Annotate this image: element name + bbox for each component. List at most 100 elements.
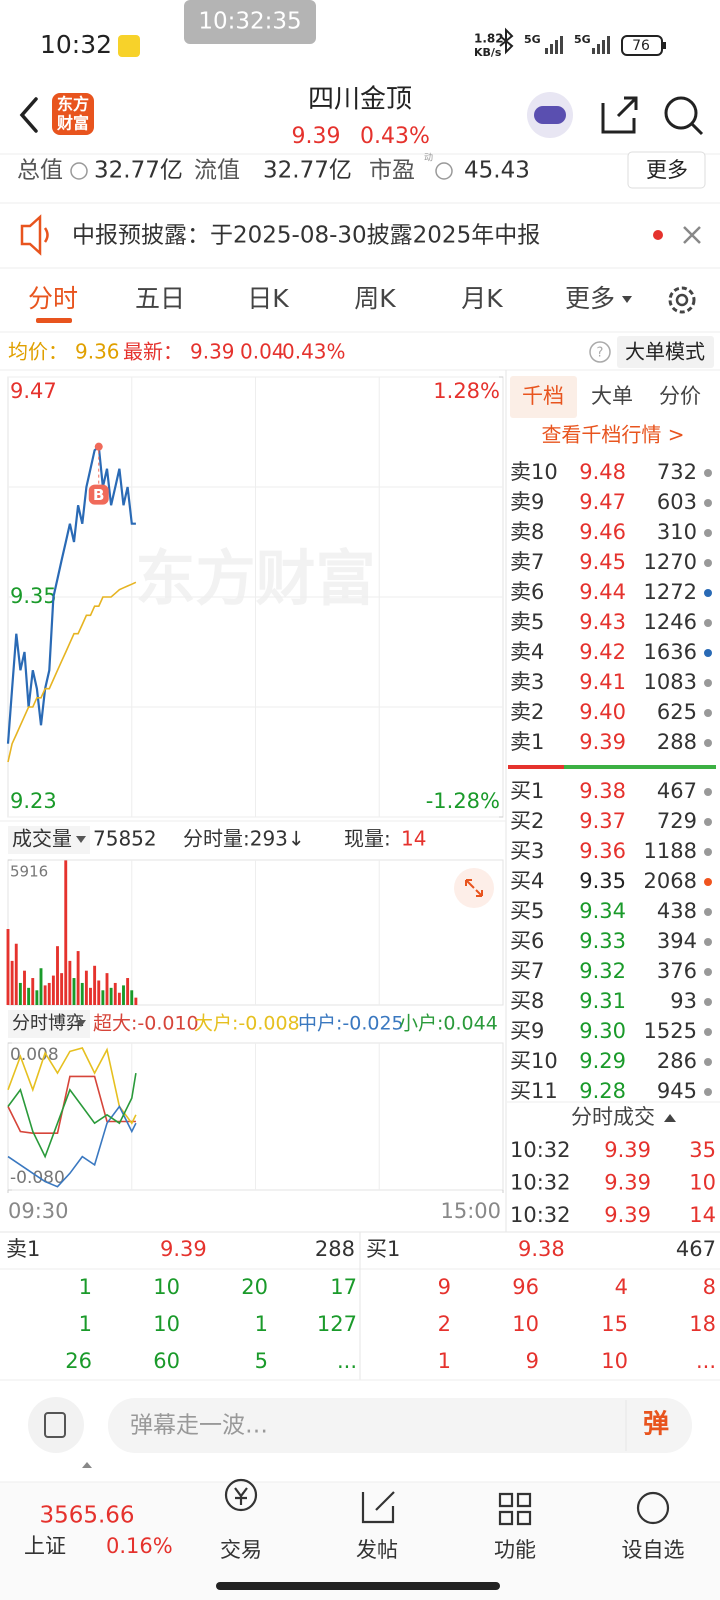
book-volume: 603 <box>657 490 697 514</box>
book-price: 9.34 <box>579 899 626 923</box>
tab[interactable]: 月K <box>461 284 503 313</box>
nav-item[interactable]: 设自选 <box>622 1538 685 1562</box>
x-tick-label: 15:00 <box>440 1199 501 1223</box>
flow-title[interactable]: 分时博弈 <box>12 1013 84 1034</box>
stat-sup: 动 <box>424 153 433 164</box>
more-button[interactable] <box>627 151 706 189</box>
book-dot <box>704 938 712 946</box>
index-value[interactable]: 3565.66 <box>39 1503 134 1529</box>
y-tick-label: 9.35 <box>10 584 57 608</box>
book-dot <box>704 499 712 507</box>
book-volume: 2068 <box>644 869 697 893</box>
volume-bar <box>93 965 97 1005</box>
book-price: 9.46 <box>579 520 626 544</box>
current-volume-label: 现量: <box>344 827 391 851</box>
notice-text: 中报预披露：于2025-08-30披露2025年中报 <box>72 223 540 249</box>
book-volume: 376 <box>657 959 697 983</box>
tab[interactable]: 更多 <box>565 284 615 313</box>
trade-time: 10:32 <box>510 1171 571 1195</box>
series-line <box>6 444 136 744</box>
signal-icon <box>545 36 610 54</box>
logo-text: 财富 <box>56 114 89 133</box>
nav-icon <box>224 1478 258 1512</box>
tab[interactable]: 日K <box>247 284 289 313</box>
queue-order: 96 <box>512 1275 539 1299</box>
book-volume: 1270 <box>644 550 697 574</box>
volume-title[interactable]: 成交量 <box>12 827 72 851</box>
queue-order: 8 <box>703 1275 716 1299</box>
volume-bar <box>130 990 134 1005</box>
book-label: 买10 <box>510 1049 558 1073</box>
book-label: 卖4 <box>510 640 544 664</box>
book-price: 9.30 <box>579 1019 626 1043</box>
queue-order: 26 <box>65 1349 92 1373</box>
bid-bar <box>564 765 716 769</box>
book-dot <box>704 589 712 597</box>
avg-label: 均价： <box>8 340 68 364</box>
queue-order: 60 <box>153 1349 180 1373</box>
info-icon <box>70 162 88 180</box>
book-price: 9.36 <box>579 839 626 863</box>
volume-bar <box>64 860 68 1005</box>
book-price: 9.33 <box>579 929 626 953</box>
mode-button[interactable] <box>617 336 714 368</box>
subtab[interactable]: 分价 <box>659 384 701 408</box>
book-price: 9.40 <box>579 700 626 724</box>
index-change: 0.16% <box>106 1534 173 1558</box>
help-glyph: ? <box>597 346 604 361</box>
net-speed-unit: KB/s <box>474 46 502 59</box>
subtab[interactable]: 大单 <box>591 384 633 408</box>
book-price: 9.35 <box>579 869 626 893</box>
nav-icon <box>636 1491 670 1525</box>
series-line <box>7 1075 136 1134</box>
subtab[interactable]: 千档 <box>522 384 564 408</box>
volume-bar <box>72 978 76 1005</box>
stat-label: 市盈 <box>369 158 415 184</box>
danmaku-toggle[interactable]: 弹 <box>643 1410 669 1440</box>
book-label: 卖1 <box>510 730 544 754</box>
help-icon[interactable] <box>589 341 611 363</box>
more-button-label[interactable]: 更多 <box>646 158 688 182</box>
volume-bar <box>80 982 84 1005</box>
nav-item[interactable]: 功能 <box>494 1538 536 1562</box>
search-button[interactable] <box>664 96 698 130</box>
queue-volume: 288 <box>315 1237 355 1261</box>
book-volume: 1636 <box>644 640 697 664</box>
settings-button[interactable] <box>668 286 696 314</box>
volume-bar <box>89 987 92 1005</box>
book-dot <box>704 739 712 747</box>
share-button[interactable] <box>601 96 638 134</box>
queue-order: ... <box>696 1349 716 1373</box>
tab[interactable]: 分时 <box>28 284 78 313</box>
back-button[interactable] <box>19 97 38 133</box>
tab[interactable]: 五日 <box>135 284 185 313</box>
battery-icon <box>621 35 663 56</box>
tab[interactable]: 周K <box>354 284 396 313</box>
nav-item[interactable]: 发帖 <box>356 1538 398 1562</box>
book-dot <box>704 469 712 477</box>
volume-bar <box>68 960 72 1005</box>
book-volume: 93 <box>670 989 697 1013</box>
dropdown-arrow <box>76 836 86 843</box>
book-volume: 467 <box>657 779 697 803</box>
watermark: 东方财富 <box>136 545 376 615</box>
depth-link[interactable]: 查看千档行情 > <box>541 423 684 447</box>
book-volume: 288 <box>657 730 697 754</box>
close-button[interactable] <box>683 226 701 244</box>
queue-order: 1 <box>438 1349 451 1373</box>
danmaku-input[interactable] <box>108 1398 692 1453</box>
book-volume: 438 <box>657 899 697 923</box>
volume-bar <box>14 943 18 1005</box>
trade-price: 9.39 <box>604 1171 651 1195</box>
search-handle <box>690 122 704 136</box>
nav-item[interactable]: 交易 <box>220 1538 262 1562</box>
queue-order: 10 <box>153 1312 180 1336</box>
mode-button-label[interactable]: 大单模式 <box>625 340 705 364</box>
book-label: 卖3 <box>510 670 544 694</box>
volume-bar <box>10 960 14 1005</box>
stat-label: 总值 <box>17 158 63 184</box>
danmaku-settings[interactable] <box>28 1397 84 1453</box>
trade-price: 9.39 <box>604 1138 651 1162</box>
queue-price: 9.38 <box>518 1237 565 1261</box>
book-label: 卖2 <box>510 700 544 724</box>
